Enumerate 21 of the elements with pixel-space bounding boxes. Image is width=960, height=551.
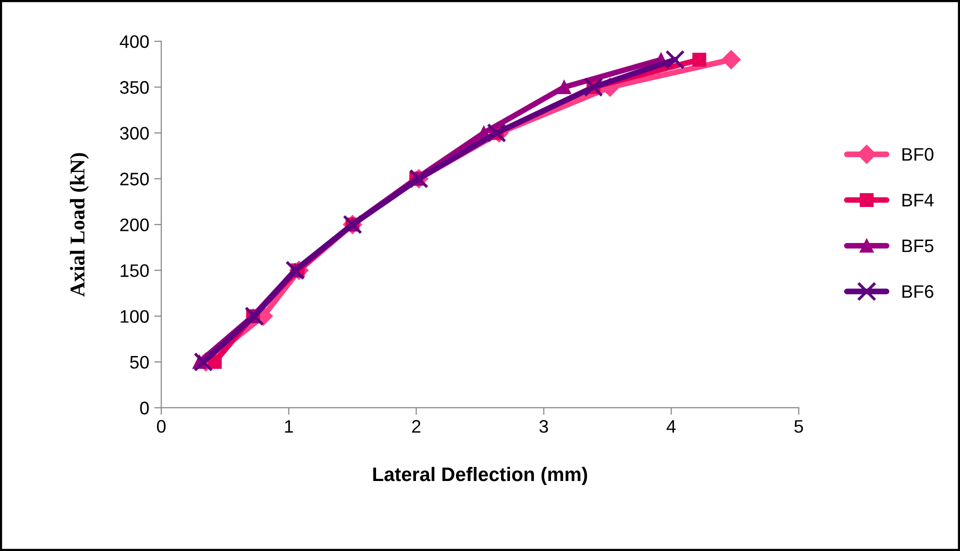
y-tick-label: 350 <box>120 81 149 94</box>
x-tick-label: 1 <box>285 420 293 433</box>
legend-label: BF6 <box>902 285 934 298</box>
y-tick-label: 50 <box>130 356 149 369</box>
y-tick-label: 100 <box>120 310 149 323</box>
x-tick-label: 0 <box>156 420 166 433</box>
y-axis-title: Axial Load (kN) <box>70 153 89 297</box>
y-tick-label: 200 <box>120 218 149 232</box>
legend-label: BF0 <box>902 148 934 161</box>
x-tick-label: 3 <box>539 420 548 433</box>
y-tick-label: 400 <box>120 35 149 48</box>
legend-label: BF5 <box>902 240 934 252</box>
x-tick-label: 5 <box>794 420 803 433</box>
legend-label: BF4 <box>902 194 934 206</box>
y-tick-label: 250 <box>120 172 149 186</box>
y-tick-label: 300 <box>120 126 149 140</box>
y-tick-label: 150 <box>120 264 149 278</box>
x-tick-label: 2 <box>412 420 420 433</box>
x-axis-title: Lateral Deflection (mm) <box>373 466 588 486</box>
x-tick-label: 4 <box>666 420 676 433</box>
y-tick-label: 0 <box>140 402 149 414</box>
